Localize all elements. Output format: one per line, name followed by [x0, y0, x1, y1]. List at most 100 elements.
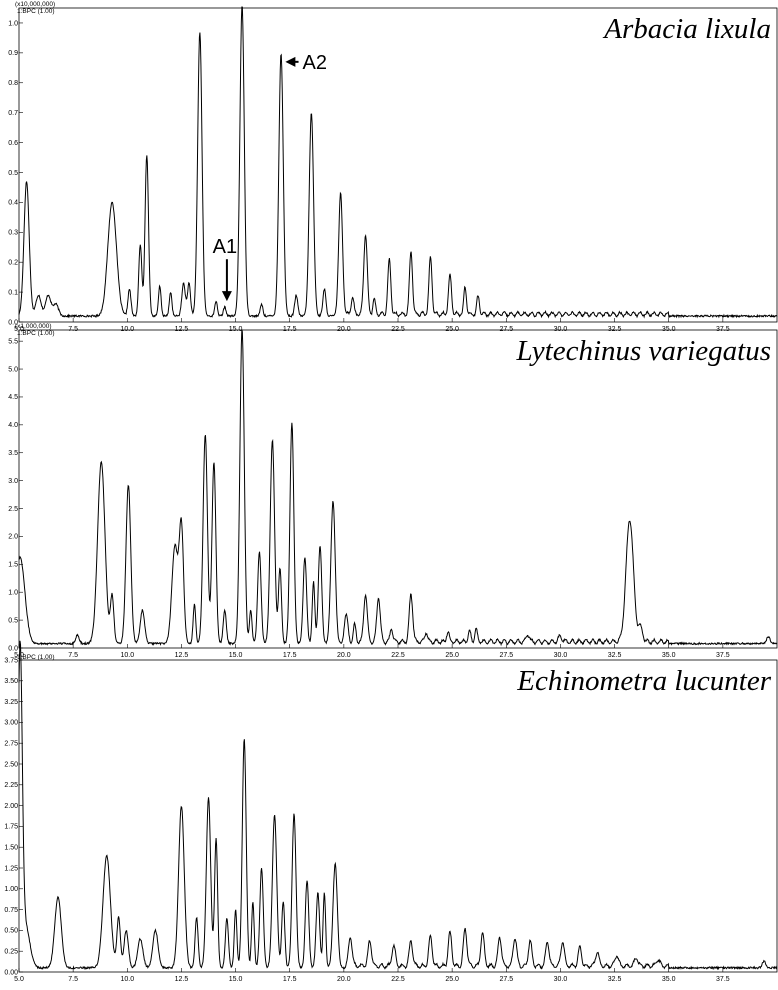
y-tick-label: 0.4 [8, 200, 18, 207]
y-tick-label: 0.5 [8, 170, 18, 177]
x-tick-label: 10.0 [120, 652, 134, 659]
x-tick-label: 10.0 [120, 976, 134, 983]
trace-label: 1:BPC (1.00) [17, 8, 55, 15]
y-tick-label: 4.0 [8, 422, 18, 429]
x-tick-label: 10.0 [120, 326, 134, 333]
y-tick-label: 2.5 [8, 506, 18, 513]
y-tick-label: 0.9 [8, 50, 18, 57]
y-tick-label: 3.25 [4, 699, 18, 706]
x-tick-label: 30.0 [554, 976, 568, 983]
x-tick-label: 12.5 [175, 652, 189, 659]
y-tick-label: 0.8 [8, 80, 18, 87]
panel-title: Lytechinus variegatus [516, 335, 771, 367]
y-tick-label: 0.50 [4, 928, 18, 935]
y-tick-label: 5.5 [8, 338, 18, 345]
plot-frame [18, 659, 778, 973]
y-tick-label: 5.0 [8, 366, 18, 373]
x-tick-label: 12.5 [175, 976, 189, 983]
y-tick-label: 1.5 [8, 562, 18, 569]
panel-title: Echinometra lucunter [516, 665, 771, 697]
y-tick-label: 0.2 [8, 259, 18, 266]
y-tick-label: 1.00 [4, 886, 18, 893]
x-tick-label: 27.5 [499, 326, 513, 333]
y-tick-label: 1.0 [8, 20, 18, 27]
x-tick-label: 17.5 [283, 976, 297, 983]
y-tick-label: 0.00 [4, 969, 18, 976]
x-tick-label: 25.0 [445, 326, 459, 333]
x-tick-label: 17.5 [283, 652, 297, 659]
x-tick-label: 22.5 [391, 326, 405, 333]
x-tick-label: 5.0 [14, 326, 24, 333]
chromatogram-trace [18, 6, 778, 319]
y-tick-label: 3.5 [8, 450, 18, 457]
trace-label: 1:BPC (1.00) [17, 654, 55, 661]
y-tick-label: 1.50 [4, 845, 18, 852]
x-tick-label: 7.5 [68, 976, 78, 983]
annotation-arrowhead [285, 56, 296, 67]
x-tick-label: 32.5 [608, 652, 622, 659]
y-tick-label: 3.50 [4, 678, 18, 685]
x-tick-label: 30.0 [554, 326, 568, 333]
y-tick-label: 0.0 [8, 645, 18, 652]
y-tick-label: 3.0 [8, 478, 18, 485]
x-tick-label: 15.0 [229, 326, 243, 333]
x-tick-label: 12.5 [175, 326, 189, 333]
y-tick-label: 0.75 [4, 907, 18, 914]
x-tick-label: 7.5 [68, 326, 78, 333]
y-tick-label: 3.00 [4, 720, 18, 727]
y-tick-label: 2.75 [4, 741, 18, 748]
x-tick-label: 35.0 [662, 326, 676, 333]
y-tick-label: 3.75 [4, 657, 18, 664]
scale-label: (x10,000,000) [15, 1, 55, 8]
chromatogram-trace [18, 329, 778, 647]
trace-label: 1:BPC (1.00) [17, 330, 55, 337]
scale-label: (x1,000,000) [15, 323, 52, 330]
x-tick-label: 20.0 [337, 652, 351, 659]
x-tick-label: 7.5 [68, 652, 78, 659]
y-tick-label: 1.75 [4, 824, 18, 831]
x-tick-label: 5.0 [14, 976, 24, 983]
panel-lytechinus-variegatus: 0.0 0.5 1.0 1.5 2.0 2.5 3.0 3.5 4.0 4.5 5.0 5.5 5.0 7… [8, 323, 778, 659]
annotation-label: A1 [213, 236, 237, 258]
chromatogram-trace [18, 640, 778, 971]
y-tick-label: 2.50 [4, 761, 18, 768]
y-tick-label: 0.1 [8, 289, 18, 296]
panel-echinometra-lucunter: 0.00 0.25 0.50 0.75 1.00 1.25 1.50 1.75 2.00 2.25… [4, 640, 778, 983]
y-tick-label: 2.0 [8, 534, 18, 541]
x-tick-label: 37.5 [716, 976, 730, 983]
x-tick-label: 22.5 [391, 652, 405, 659]
y-tick-label: 1.25 [4, 865, 18, 872]
annotation-arrowhead [221, 291, 232, 302]
plot-frame [18, 7, 778, 323]
y-tick-label: 0.0 [8, 319, 18, 326]
y-tick-label: 0.7 [8, 110, 18, 117]
x-tick-label: 17.5 [283, 326, 297, 333]
y-tick-label: 2.25 [4, 782, 18, 789]
x-tick-label: 15.0 [229, 652, 243, 659]
y-tick-label: 4.5 [8, 394, 18, 401]
x-tick-label: 37.5 [716, 652, 730, 659]
x-tick-label: 27.5 [499, 976, 513, 983]
y-tick-label: 0.25 [4, 949, 18, 956]
x-tick-label: 25.0 [445, 976, 459, 983]
panel-arbacia-lixula: 0.0 0.1 0.2 0.3 0.4 0.5 0.6 0.7 0.8 0.9 1.0 5.0 7.5 1… [8, 1, 778, 333]
x-tick-label: 15.0 [229, 976, 243, 983]
x-tick-label: 22.5 [391, 976, 405, 983]
y-tick-label: 0.6 [8, 140, 18, 147]
panel-title: Arbacia lixula [602, 13, 771, 45]
y-tick-label: 0.5 [8, 617, 18, 624]
x-tick-label: 20.0 [337, 976, 351, 983]
x-tick-label: 25.0 [445, 652, 459, 659]
x-tick-label: 32.5 [608, 976, 622, 983]
x-tick-label: 35.0 [662, 652, 676, 659]
x-tick-label: 20.0 [337, 326, 351, 333]
x-tick-label: 30.0 [554, 652, 568, 659]
x-tick-label: 37.5 [716, 326, 730, 333]
y-tick-label: 1.0 [8, 590, 18, 597]
x-tick-label: 35.0 [662, 976, 676, 983]
x-tick-label: 27.5 [499, 652, 513, 659]
y-tick-label: 0.3 [8, 230, 18, 237]
annotation-label: A2 [303, 52, 327, 74]
y-tick-label: 2.00 [4, 803, 18, 810]
